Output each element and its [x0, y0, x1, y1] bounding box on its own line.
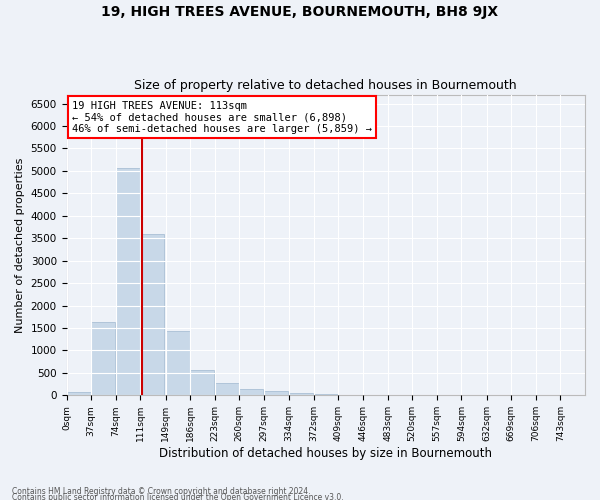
Text: 19 HIGH TREES AVENUE: 113sqm
← 54% of detached houses are smaller (6,898)
46% of: 19 HIGH TREES AVENUE: 113sqm ← 54% of de…: [72, 100, 372, 134]
Bar: [239, 388, 263, 396]
Bar: [190, 370, 214, 396]
Bar: [314, 394, 338, 396]
Text: Contains HM Land Registry data © Crown copyright and database right 2024.: Contains HM Land Registry data © Crown c…: [12, 487, 311, 496]
Bar: [140, 234, 164, 396]
Bar: [67, 392, 91, 396]
Text: Contains public sector information licensed under the Open Government Licence v3: Contains public sector information licen…: [12, 492, 344, 500]
X-axis label: Distribution of detached houses by size in Bournemouth: Distribution of detached houses by size …: [159, 447, 492, 460]
Bar: [289, 393, 313, 396]
Bar: [338, 394, 362, 396]
Bar: [91, 322, 115, 396]
Title: Size of property relative to detached houses in Bournemouth: Size of property relative to detached ho…: [134, 79, 517, 92]
Text: 19, HIGH TREES AVENUE, BOURNEMOUTH, BH8 9JX: 19, HIGH TREES AVENUE, BOURNEMOUTH, BH8 …: [101, 5, 499, 19]
Bar: [215, 383, 239, 396]
Bar: [166, 332, 190, 396]
Bar: [264, 391, 288, 396]
Y-axis label: Number of detached properties: Number of detached properties: [15, 158, 25, 332]
Bar: [116, 168, 140, 396]
